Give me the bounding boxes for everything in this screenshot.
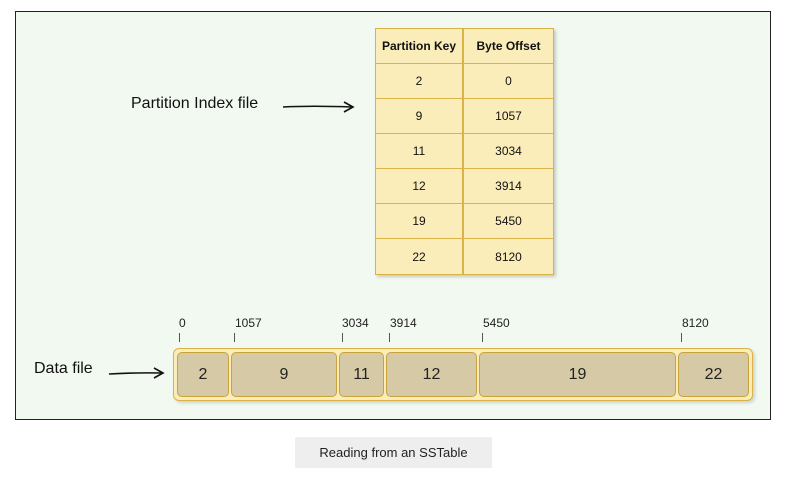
offset-tick [234,333,235,342]
table-row: 22 8120 [376,239,553,274]
data-block: 11 [339,352,384,397]
offset-label: 8120 [682,316,709,330]
table-row: 9 1057 [376,99,553,134]
offset-cell: 1057 [495,109,522,123]
offset-cell: 3914 [495,179,522,193]
header-byte-offset: Byte Offset [476,39,541,53]
table-row: 12 3914 [376,169,553,204]
table-row: 19 5450 [376,204,553,239]
offset-label: 3914 [390,316,417,330]
index-arrow-icon [282,101,355,113]
offset-tick [179,333,180,342]
offset-cell: 8120 [495,249,522,264]
key-cell: 12 [376,169,464,203]
table-row: 2 0 [376,64,553,99]
key-cell: 11 [376,134,464,168]
data-file-arrow-icon [108,367,165,379]
offset-tick [342,333,343,342]
offset-cell: 0 [505,74,512,88]
data-block: 22 [678,352,749,397]
partition-index-table: Partition Key Byte Offset 2 0 9 1057 11 … [375,28,554,275]
data-block: 12 [386,352,477,397]
offset-label: 1057 [235,316,262,330]
offset-label: 3034 [342,316,369,330]
offset-label: 0 [179,316,186,330]
key-cell: 9 [376,99,464,133]
figure-caption: Reading from an SSTable [295,437,492,468]
table-header-row: Partition Key Byte Offset [376,29,553,64]
header-partition-key: Partition Key [376,29,464,63]
data-block: 2 [177,352,229,397]
key-cell: 2 [376,64,464,98]
data-file-label: Data file [34,360,93,377]
key-cell: 22 [376,239,464,274]
offset-tick [482,333,483,342]
offset-tick [681,333,682,342]
offset-cell: 5450 [495,214,522,228]
offset-label: 5450 [483,316,510,330]
table-row: 11 3034 [376,134,553,169]
offset-tick [389,333,390,342]
partition-index-label: Partition Index file [131,95,259,112]
data-block: 19 [479,352,676,397]
offset-cell: 3034 [495,144,522,158]
key-cell: 19 [376,204,464,238]
data-block: 9 [231,352,337,397]
